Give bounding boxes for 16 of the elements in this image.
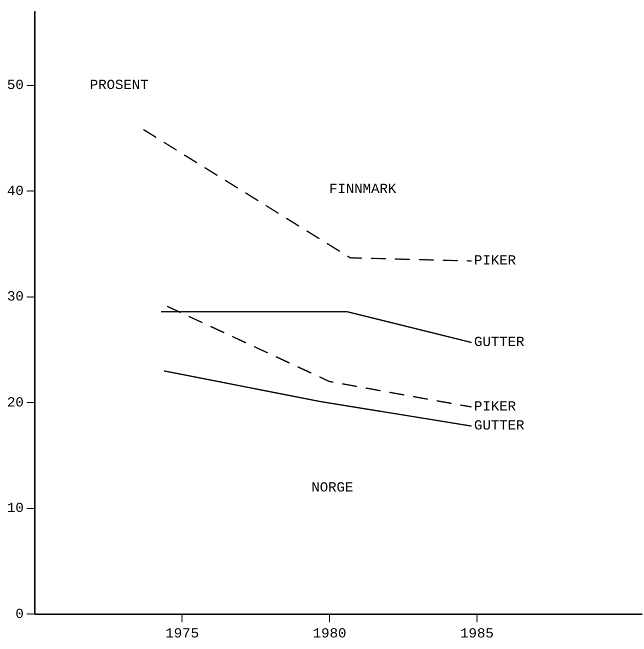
annotation: NORGE xyxy=(311,480,354,496)
series-label: GUTTER xyxy=(474,418,526,435)
y-axis-title: PROSENT xyxy=(90,78,149,94)
x-tick-label: 1980 xyxy=(312,626,346,642)
y-tick-label: 40 xyxy=(6,184,24,200)
y-tick-label: 50 xyxy=(6,78,24,94)
y-tick-label: 10 xyxy=(6,501,24,518)
x-tick-label: 1975 xyxy=(165,626,199,642)
series-label: PIKER xyxy=(474,254,517,270)
y-tick-label: 0 xyxy=(15,606,24,623)
series-label: PIKER xyxy=(474,400,517,416)
series-label: GUTTER xyxy=(474,335,526,352)
x-tick-label: 1985 xyxy=(460,626,494,642)
y-tick-label: 20 xyxy=(6,395,24,412)
annotation: FINNMARK xyxy=(329,182,397,198)
y-tick-label: 30 xyxy=(6,290,24,306)
